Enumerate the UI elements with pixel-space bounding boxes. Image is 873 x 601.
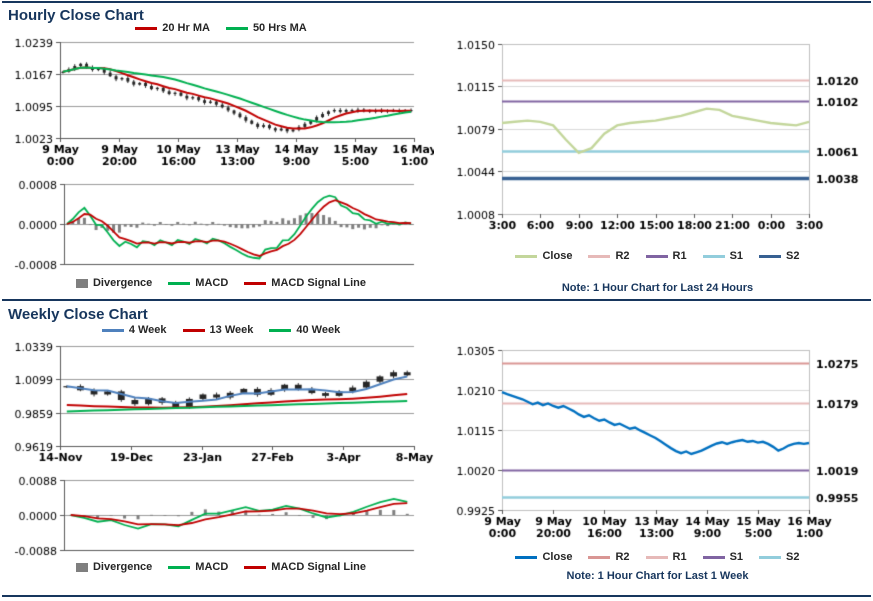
legend-label: S2	[786, 250, 800, 262]
legend-item-macd-signal-line: MACD Signal Line	[244, 561, 366, 573]
4-week-swatch-icon	[101, 328, 124, 332]
s1-swatch-icon	[702, 254, 725, 258]
weekly-pivot-chart	[450, 336, 865, 548]
r1-swatch-icon	[645, 555, 668, 559]
legend-label: S2	[786, 551, 800, 563]
r2-swatch-icon	[588, 254, 611, 258]
weekly-chart-note: Note: 1 Hour Chart for Last 1 Week	[566, 570, 749, 582]
s2-swatch-icon	[759, 555, 782, 559]
weekly-pivot-legend: Close R2 R1 S1 S2	[450, 551, 865, 563]
top-divider	[2, 1, 871, 3]
50-hrs-ma-swatch-icon	[225, 26, 248, 30]
macd-signal-line-swatch-icon	[244, 281, 267, 285]
bottom-divider	[2, 595, 871, 597]
legend-item-divergence: Divergence	[75, 277, 153, 289]
close-swatch-icon	[515, 555, 538, 559]
s1-swatch-icon	[702, 555, 725, 559]
legend-item-4-week: 4 Week	[101, 324, 167, 336]
legend-label: 4 Week	[128, 324, 167, 336]
macd-signal-line-swatch-icon	[244, 565, 267, 569]
legend-item-r2: R2	[588, 250, 630, 262]
legend-label: S1	[729, 250, 744, 262]
legend-item-macd: MACD	[168, 561, 228, 573]
hourly-macd-chart	[8, 178, 434, 270]
divergence-swatch-icon	[75, 278, 88, 288]
legend-item-50-hrs-ma: 50 Hrs MA	[225, 22, 307, 34]
legend-item-s2: S2	[759, 250, 800, 262]
r1-swatch-icon	[645, 254, 668, 258]
weekly-price-legend: 4 Week 13 Week 40 Week	[8, 324, 434, 336]
hourly-price-chart	[8, 38, 434, 170]
s2-swatch-icon	[759, 254, 782, 258]
mid-divider	[2, 299, 871, 301]
legend-label: 13 Week	[209, 324, 254, 336]
legend-label: Divergence	[92, 561, 153, 573]
legend-label: Close	[542, 551, 573, 563]
weekly-macd-chart	[8, 474, 434, 556]
legend-item-close: Close	[515, 250, 572, 262]
40-week-swatch-icon	[269, 328, 292, 332]
legend-item-20-hr-ma: 20 Hr MA	[135, 22, 210, 34]
hourly-section-title: Hourly Close Chart	[8, 7, 144, 24]
legend-item-r1: R1	[645, 250, 687, 262]
legend-label: R1	[672, 551, 687, 563]
legend-label: S1	[729, 551, 744, 563]
r2-swatch-icon	[588, 555, 611, 559]
legend-item-divergence: Divergence	[75, 561, 153, 573]
legend-label: 20 Hr MA	[162, 22, 210, 34]
legend-label: Divergence	[92, 277, 153, 289]
legend-label: MACD	[195, 561, 229, 573]
macd-swatch-icon	[168, 565, 191, 569]
weekly-macd-legend: Divergence MACD MACD Signal Line	[8, 561, 434, 573]
hourly-pivot-legend: Close R2 R1 S1 S2	[450, 250, 865, 262]
macd-swatch-icon	[168, 281, 191, 285]
legend-item-s1: S1	[702, 551, 744, 563]
hourly-price-legend: 20 Hr MA 50 Hrs MA	[8, 22, 434, 34]
hourly-chart-note: Note: 1 Hour Chart for Last 24 Hours	[561, 282, 754, 294]
20-hr-ma-swatch-icon	[135, 26, 158, 30]
hourly-pivot-chart	[450, 32, 865, 242]
close-swatch-icon	[515, 254, 538, 258]
legend-item-13-week: 13 Week	[182, 324, 254, 336]
legend-label: R2	[615, 250, 630, 262]
legend-item-40-week: 40 Week	[269, 324, 340, 336]
legend-label: MACD Signal Line	[271, 561, 367, 573]
legend-item-r2: R2	[588, 551, 630, 563]
legend-item-close: Close	[515, 551, 572, 563]
divergence-swatch-icon	[75, 562, 88, 572]
legend-item-r1: R1	[645, 551, 687, 563]
weekly-section-title: Weekly Close Chart	[8, 306, 148, 323]
weekly-price-chart	[8, 340, 434, 468]
legend-label: R2	[615, 551, 630, 563]
legend-item-s2: S2	[759, 551, 800, 563]
legend-label: MACD	[195, 277, 229, 289]
legend-label: R1	[672, 250, 687, 262]
legend-item-macd: MACD	[168, 277, 228, 289]
legend-item-macd-signal-line: MACD Signal Line	[244, 277, 366, 289]
13-week-swatch-icon	[182, 328, 205, 332]
legend-label: 40 Week	[296, 324, 341, 336]
legend-label: MACD Signal Line	[271, 277, 367, 289]
legend-item-s1: S1	[702, 250, 744, 262]
hourly-macd-legend: Divergence MACD MACD Signal Line	[8, 277, 434, 289]
legend-label: 50 Hrs MA	[252, 22, 307, 34]
legend-label: Close	[542, 250, 573, 262]
